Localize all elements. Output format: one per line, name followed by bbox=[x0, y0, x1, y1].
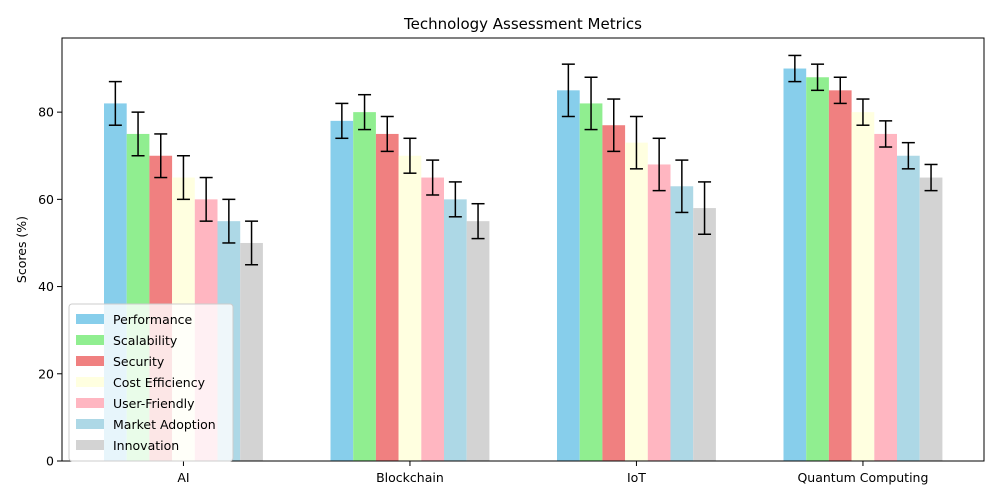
bar-scalability-iot bbox=[579, 103, 603, 462]
error-bar-security-ai bbox=[154, 133, 168, 179]
error-bar-cost-efficiency-quantum-computing bbox=[856, 98, 870, 126]
y-tick-label: 80 bbox=[38, 105, 54, 120]
bar-user-friendly-blockchain bbox=[421, 177, 444, 461]
bar-market-adoption-blockchain bbox=[444, 199, 467, 461]
bar-user-friendly-iot bbox=[647, 164, 671, 461]
bar-innovation-blockchain bbox=[466, 221, 490, 461]
error-bar-cost-efficiency-blockchain bbox=[403, 137, 417, 174]
error-bar-performance-iot bbox=[561, 63, 575, 118]
legend-label-market-adoption: Market Adoption bbox=[113, 417, 216, 432]
error-bar-scalability-blockchain bbox=[358, 93, 372, 131]
error-bar-user-friendly-quantum-computing bbox=[879, 120, 893, 148]
x-axis: AI Blockchain IoT Quantum Computing bbox=[177, 461, 928, 485]
y-tick-label: 20 bbox=[38, 366, 54, 381]
bar-scalability-blockchain bbox=[353, 112, 376, 461]
chart-title: Technology Assessment Metrics bbox=[403, 15, 642, 33]
error-bar-innovation-blockchain bbox=[471, 202, 485, 240]
bar-innovation-ai bbox=[240, 242, 263, 461]
legend-label-user-friendly: User-Friendly bbox=[113, 396, 195, 411]
x-tick-label: AI bbox=[177, 470, 189, 485]
error-bar-market-adoption-blockchain bbox=[448, 181, 462, 218]
error-bar-scalability-ai bbox=[131, 111, 145, 157]
error-bar-user-friendly-ai bbox=[199, 176, 213, 222]
error-bar-scalability-iot bbox=[584, 76, 598, 131]
error-bar-performance-ai bbox=[108, 80, 122, 126]
error-bar-market-adoption-quantum-computing bbox=[901, 141, 915, 170]
legend-swatch-scalability bbox=[76, 335, 104, 345]
legend-swatch-market-adoption bbox=[76, 419, 104, 429]
bar-user-friendly-quantum-computing bbox=[874, 133, 897, 461]
error-bar-innovation-quantum-computing bbox=[924, 163, 938, 192]
legend-label-innovation: Innovation bbox=[113, 438, 179, 453]
legend-swatch-cost-efficiency bbox=[76, 377, 104, 387]
error-bar-cost-efficiency-iot bbox=[629, 115, 643, 170]
y-tick-label: 60 bbox=[38, 192, 54, 207]
legend: Performance Scalability Security Cost Effic… bbox=[68, 303, 234, 462]
bar-scalability-quantum-computing bbox=[806, 77, 829, 461]
bar-performance-blockchain bbox=[330, 120, 354, 462]
legend-swatch-security bbox=[76, 356, 104, 366]
x-tick-label: Blockchain bbox=[376, 470, 444, 485]
error-bar-market-adoption-iot bbox=[675, 159, 689, 214]
y-axis-label: Scores (%) bbox=[14, 216, 29, 283]
bar-security-iot bbox=[602, 125, 626, 461]
x-tick-label: IoT bbox=[627, 470, 646, 485]
bar-security-blockchain bbox=[375, 133, 399, 461]
bar-cost-efficiency-quantum-computing bbox=[851, 112, 875, 461]
legend-label-security: Security bbox=[113, 354, 165, 369]
bar-security-quantum-computing bbox=[828, 90, 852, 461]
bar-market-adoption-iot bbox=[670, 186, 694, 461]
error-bar-innovation-ai bbox=[245, 220, 259, 266]
error-bar-cost-efficiency-ai bbox=[176, 154, 190, 201]
error-bar-performance-blockchain bbox=[335, 102, 349, 140]
legend-label-cost-efficiency: Cost Efficiency bbox=[113, 375, 206, 390]
bar-innovation-iot bbox=[693, 208, 716, 461]
error-bars-layer bbox=[108, 54, 938, 266]
y-tick-label: 0 bbox=[46, 454, 54, 469]
bar-cost-efficiency-blockchain bbox=[398, 155, 422, 462]
legend-swatch-innovation bbox=[76, 440, 104, 450]
y-axis: 0 20 40 60 80 bbox=[38, 105, 62, 469]
error-bar-performance-quantum-computing bbox=[788, 54, 802, 83]
error-bar-user-friendly-iot bbox=[652, 137, 666, 192]
bar-performance-quantum-computing bbox=[783, 68, 807, 462]
error-bar-market-adoption-ai bbox=[222, 198, 236, 244]
x-tick-label: Quantum Computing bbox=[797, 470, 928, 485]
error-bar-innovation-iot bbox=[698, 181, 712, 235]
bar-innovation-quantum-computing bbox=[919, 177, 943, 461]
error-bar-security-blockchain bbox=[380, 115, 394, 153]
legend-swatch-user-friendly bbox=[76, 398, 104, 408]
bar-market-adoption-quantum-computing bbox=[897, 155, 920, 462]
legend-box bbox=[68, 303, 234, 462]
error-bar-user-friendly-blockchain bbox=[426, 159, 440, 196]
legend-label-performance: Performance bbox=[113, 312, 193, 327]
error-bar-security-iot bbox=[607, 98, 621, 153]
legend-swatch-performance bbox=[76, 314, 104, 324]
error-bar-scalability-quantum-computing bbox=[811, 63, 825, 92]
plot-area-frame bbox=[61, 37, 985, 462]
y-tick-label: 40 bbox=[38, 279, 54, 294]
bar-cost-efficiency-iot bbox=[625, 142, 648, 461]
bar-performance-iot bbox=[557, 90, 580, 461]
legend-label-scalability: Scalability bbox=[113, 333, 178, 348]
error-bar-security-quantum-computing bbox=[833, 76, 847, 105]
